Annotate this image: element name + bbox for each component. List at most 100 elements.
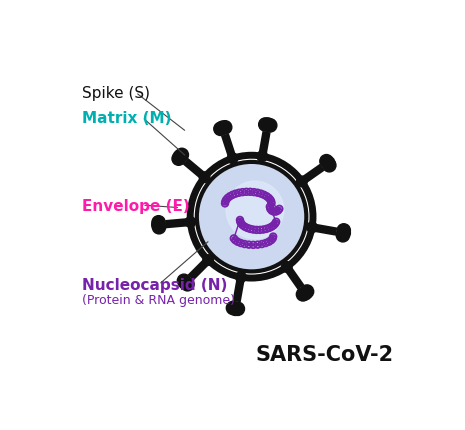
Circle shape <box>256 229 258 231</box>
Circle shape <box>257 151 267 162</box>
Circle shape <box>257 192 259 194</box>
Circle shape <box>299 287 312 300</box>
Circle shape <box>199 172 210 183</box>
Circle shape <box>265 243 266 245</box>
Circle shape <box>240 223 242 225</box>
Circle shape <box>219 121 232 135</box>
Circle shape <box>224 201 226 203</box>
Circle shape <box>234 193 237 195</box>
Circle shape <box>261 119 274 132</box>
Circle shape <box>259 229 261 231</box>
Circle shape <box>272 238 274 240</box>
Circle shape <box>226 182 284 240</box>
Circle shape <box>200 166 303 269</box>
Circle shape <box>296 288 310 301</box>
Circle shape <box>269 206 271 208</box>
Circle shape <box>269 209 272 210</box>
Circle shape <box>232 194 233 197</box>
Circle shape <box>214 123 227 136</box>
Circle shape <box>212 178 291 256</box>
Circle shape <box>262 229 264 231</box>
Circle shape <box>221 187 282 248</box>
Circle shape <box>227 197 229 200</box>
Circle shape <box>152 216 165 229</box>
Circle shape <box>152 219 165 232</box>
Circle shape <box>216 181 287 253</box>
Circle shape <box>249 191 251 194</box>
Circle shape <box>300 285 314 298</box>
Circle shape <box>244 226 246 228</box>
Circle shape <box>242 208 261 227</box>
Circle shape <box>244 209 259 225</box>
Circle shape <box>246 227 248 229</box>
Circle shape <box>252 244 254 246</box>
Circle shape <box>229 196 231 198</box>
Circle shape <box>271 226 272 228</box>
Circle shape <box>246 191 247 194</box>
Circle shape <box>233 199 270 236</box>
Circle shape <box>268 197 270 200</box>
Text: Matrix (M): Matrix (M) <box>82 111 172 125</box>
Circle shape <box>202 167 301 267</box>
Circle shape <box>322 157 335 170</box>
Circle shape <box>204 169 299 265</box>
Circle shape <box>198 164 305 270</box>
Circle shape <box>323 159 336 172</box>
Circle shape <box>153 221 166 234</box>
Circle shape <box>214 180 289 255</box>
Circle shape <box>266 196 267 198</box>
Circle shape <box>297 177 307 187</box>
Circle shape <box>246 211 258 223</box>
Circle shape <box>209 175 294 260</box>
Circle shape <box>177 274 191 288</box>
Circle shape <box>268 241 270 243</box>
Circle shape <box>236 272 246 283</box>
Text: Nucleocapsid (N): Nucleocapsid (N) <box>82 277 228 292</box>
Circle shape <box>173 150 186 164</box>
Circle shape <box>266 228 267 230</box>
Circle shape <box>205 171 298 263</box>
Circle shape <box>277 210 279 212</box>
Circle shape <box>269 199 271 201</box>
Circle shape <box>240 206 263 228</box>
Circle shape <box>199 165 304 270</box>
Circle shape <box>239 219 241 221</box>
Circle shape <box>270 201 272 203</box>
Circle shape <box>281 262 292 273</box>
Circle shape <box>242 225 244 227</box>
Circle shape <box>270 240 272 242</box>
Circle shape <box>203 255 213 266</box>
Circle shape <box>181 278 194 291</box>
Circle shape <box>207 173 296 261</box>
Circle shape <box>226 301 239 315</box>
Circle shape <box>226 192 277 243</box>
Circle shape <box>216 122 229 135</box>
Circle shape <box>232 197 272 237</box>
Circle shape <box>230 195 273 239</box>
Circle shape <box>235 200 268 234</box>
Text: Envelope (E): Envelope (E) <box>82 198 190 213</box>
Text: Spike (S): Spike (S) <box>82 86 150 101</box>
Circle shape <box>224 203 226 205</box>
Circle shape <box>226 199 227 201</box>
Circle shape <box>307 222 317 233</box>
Circle shape <box>225 190 279 244</box>
Circle shape <box>244 243 246 246</box>
Circle shape <box>336 229 350 243</box>
Circle shape <box>273 225 275 227</box>
Circle shape <box>264 120 277 133</box>
Circle shape <box>228 194 275 241</box>
Circle shape <box>248 244 250 246</box>
Circle shape <box>279 209 280 210</box>
Circle shape <box>252 229 254 231</box>
Circle shape <box>249 228 251 230</box>
Circle shape <box>271 210 272 212</box>
Text: SARS-CoV-2: SARS-CoV-2 <box>256 344 394 365</box>
Circle shape <box>272 211 275 213</box>
Circle shape <box>229 302 242 316</box>
Circle shape <box>179 276 192 290</box>
Circle shape <box>240 243 242 245</box>
Circle shape <box>231 302 245 316</box>
Circle shape <box>242 192 244 194</box>
Circle shape <box>275 211 277 213</box>
